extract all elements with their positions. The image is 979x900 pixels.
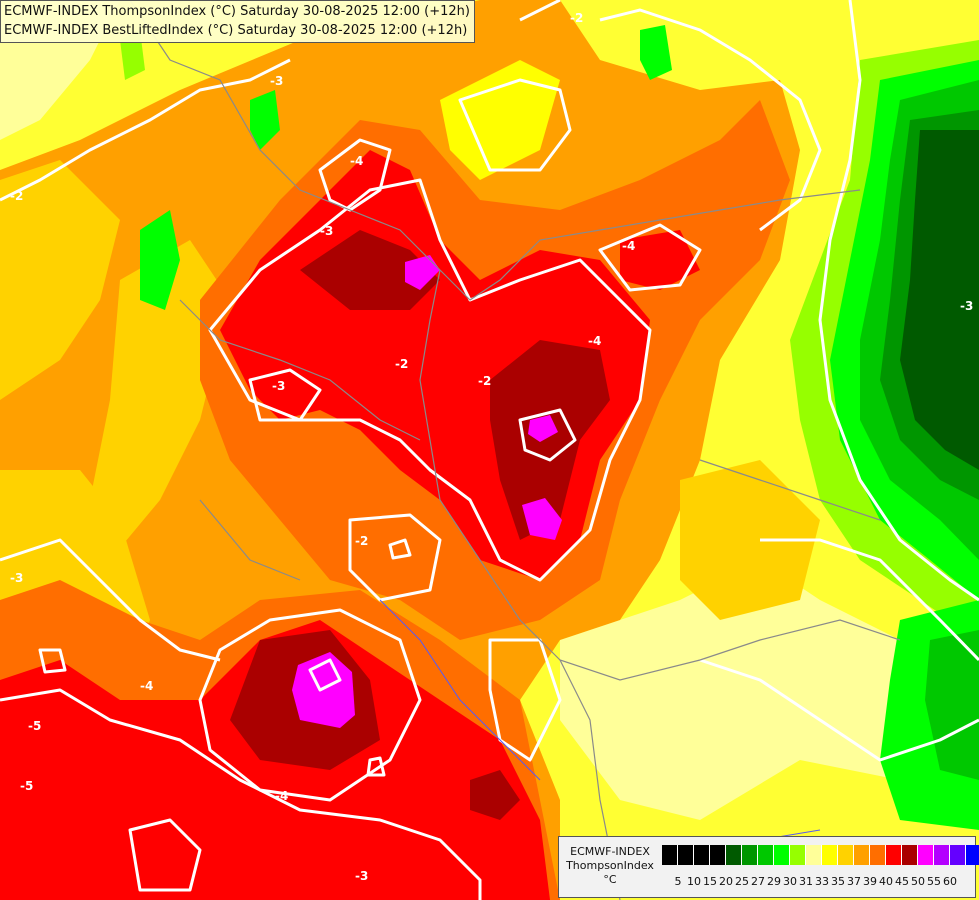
legend-swatch [726, 845, 742, 865]
contour-label: -2 [478, 374, 491, 388]
contour-label: -3 [270, 74, 283, 88]
legend-swatch [774, 845, 790, 865]
legend-swatch [822, 845, 838, 865]
legend-tick-label: 15 [703, 875, 717, 888]
legend-swatch [758, 845, 774, 865]
legend-ticks: 5 10 15 20 25 27 29 30 31 33 35 37 39 40 45 50 55 60 [662, 875, 966, 888]
legend-tick-label: 31 [799, 875, 813, 888]
contour-label: -5 [28, 719, 41, 733]
legend-tick-label: 45 [895, 875, 909, 888]
legend-unit: °C [603, 873, 617, 886]
contour-label: -2 [355, 534, 368, 548]
legend-tick-label: 25 [735, 875, 749, 888]
contour-label: -4 [622, 239, 635, 253]
legend-swatch [886, 845, 902, 865]
contour-label: -3 [355, 869, 368, 883]
legend-tick-label: 37 [847, 875, 861, 888]
legend-tick-label: 29 [767, 875, 781, 888]
contour-label: -4 [275, 789, 288, 803]
contour-label: -2 [570, 11, 583, 25]
legend-swatch [918, 845, 934, 865]
legend-swatch [870, 845, 886, 865]
contour-label: -5 [20, 779, 33, 793]
legend-swatch [966, 845, 979, 865]
legend-tick-label: 20 [719, 875, 733, 888]
title-thompson-index: ECMWF-INDEX ThompsonIndex (°C) Saturday … [4, 4, 470, 19]
legend-tick-label: 55 [927, 875, 941, 888]
legend-tick-label: 27 [751, 875, 765, 888]
contour-label: -4 [140, 679, 153, 693]
legend-swatch [710, 845, 726, 865]
legend-swatch [790, 845, 806, 865]
contour-label: -2 [395, 357, 408, 371]
legend-swatch [694, 845, 710, 865]
legend-swatch [902, 845, 918, 865]
legend-swatch [742, 845, 758, 865]
legend-title-line2: ThompsonIndex [566, 859, 654, 872]
legend-tick-label: 39 [863, 875, 877, 888]
legend-tick-label: 40 [879, 875, 893, 888]
legend-swatch [934, 845, 950, 865]
legend-swatch [854, 845, 870, 865]
legend-title-line1: ECMWF-INDEX [570, 845, 650, 858]
legend-swatches [662, 845, 979, 865]
legend-tick-label: 60 [943, 875, 957, 888]
contour-label: -4 [350, 154, 363, 168]
legend-tick-label: 10 [687, 875, 701, 888]
title-best-lifted-index: ECMWF-INDEX BestLiftedIndex (°C) Saturda… [4, 23, 468, 38]
legend-tick-label: 30 [783, 875, 797, 888]
legend-swatch [838, 845, 854, 865]
legend-swatch [806, 845, 822, 865]
legend-tick-label: 33 [815, 875, 829, 888]
legend-swatch [950, 845, 966, 865]
legend-title: ECMWF-INDEX ThompsonIndex °C [562, 845, 658, 887]
map-title-box: ECMWF-INDEX ThompsonIndex (°C) Saturday … [0, 0, 475, 43]
legend-tick-label: 35 [831, 875, 845, 888]
legend-tick-label: 5 [674, 875, 682, 888]
contour-label: -3 [960, 299, 973, 313]
color-legend: ECMWF-INDEX ThompsonIndex °C 5 10 15 20 25 27… [558, 836, 979, 898]
contour-label: -3 [272, 379, 285, 393]
contour-label: -4 [588, 334, 601, 348]
legend-swatch [678, 845, 694, 865]
contour-label: -2 [10, 189, 23, 203]
legend-tick-label: 50 [911, 875, 925, 888]
contour-label: -3 [320, 224, 333, 238]
legend-swatch [662, 845, 678, 865]
contour-label: -3 [10, 571, 23, 585]
